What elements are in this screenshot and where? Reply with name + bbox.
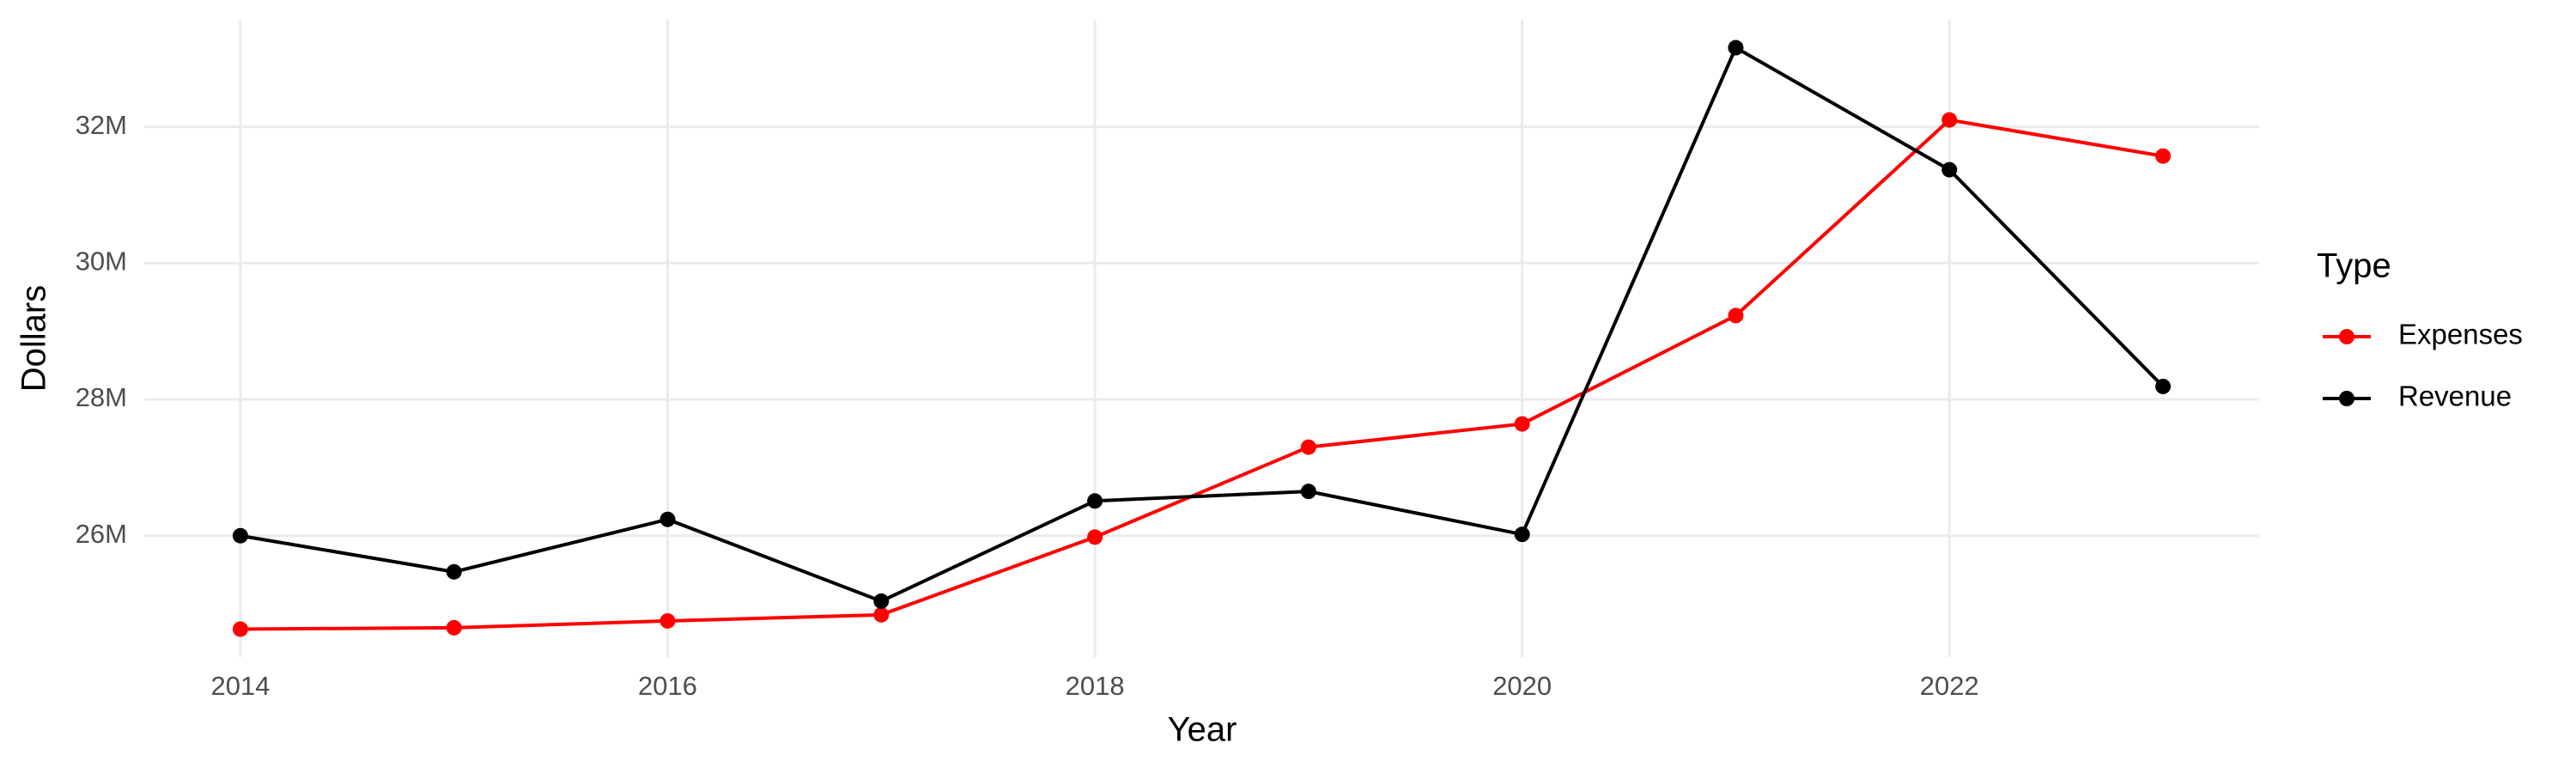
data-point <box>1300 484 1316 500</box>
data-point <box>659 511 676 527</box>
y-tick-label: 30M <box>76 246 127 276</box>
legend-key-point <box>2339 329 2354 344</box>
x-tick-label: 2020 <box>1492 671 1552 701</box>
data-point <box>873 606 890 623</box>
data-point <box>1728 307 1744 324</box>
series-line <box>240 118 2164 631</box>
x-axis-title: Year <box>1168 711 1237 749</box>
legend-key-point <box>2339 391 2354 406</box>
series-line <box>240 45 2165 604</box>
data-point <box>446 619 462 636</box>
data-point <box>1514 526 1530 543</box>
data-point <box>1941 112 1958 128</box>
y-axis-title: Dollars <box>15 285 53 392</box>
x-tick-label: 2018 <box>1066 671 1125 701</box>
y-tick-label: 26M <box>76 519 127 549</box>
data-point <box>232 527 248 544</box>
data-point <box>1087 529 1103 545</box>
data-point <box>659 612 676 629</box>
data-point <box>232 621 248 637</box>
data-point <box>1941 161 1958 178</box>
data-point <box>2155 378 2172 394</box>
data-point <box>446 563 462 580</box>
legend-title: Type <box>2317 247 2391 285</box>
x-tick-label: 2014 <box>210 671 270 701</box>
data-point <box>1087 493 1103 509</box>
legend-label: Revenue <box>2398 380 2512 412</box>
x-tick-label: 2016 <box>638 671 697 701</box>
y-tick-label: 28M <box>76 382 127 412</box>
y-tick-label: 32M <box>76 110 127 140</box>
data-point <box>1300 439 1316 455</box>
legend-label: Expenses <box>2398 319 2523 350</box>
data-point <box>2155 148 2172 164</box>
data-point <box>873 593 890 609</box>
data-point <box>1514 416 1530 432</box>
x-tick-label: 2022 <box>1920 671 1979 701</box>
data-point <box>1728 40 1744 56</box>
